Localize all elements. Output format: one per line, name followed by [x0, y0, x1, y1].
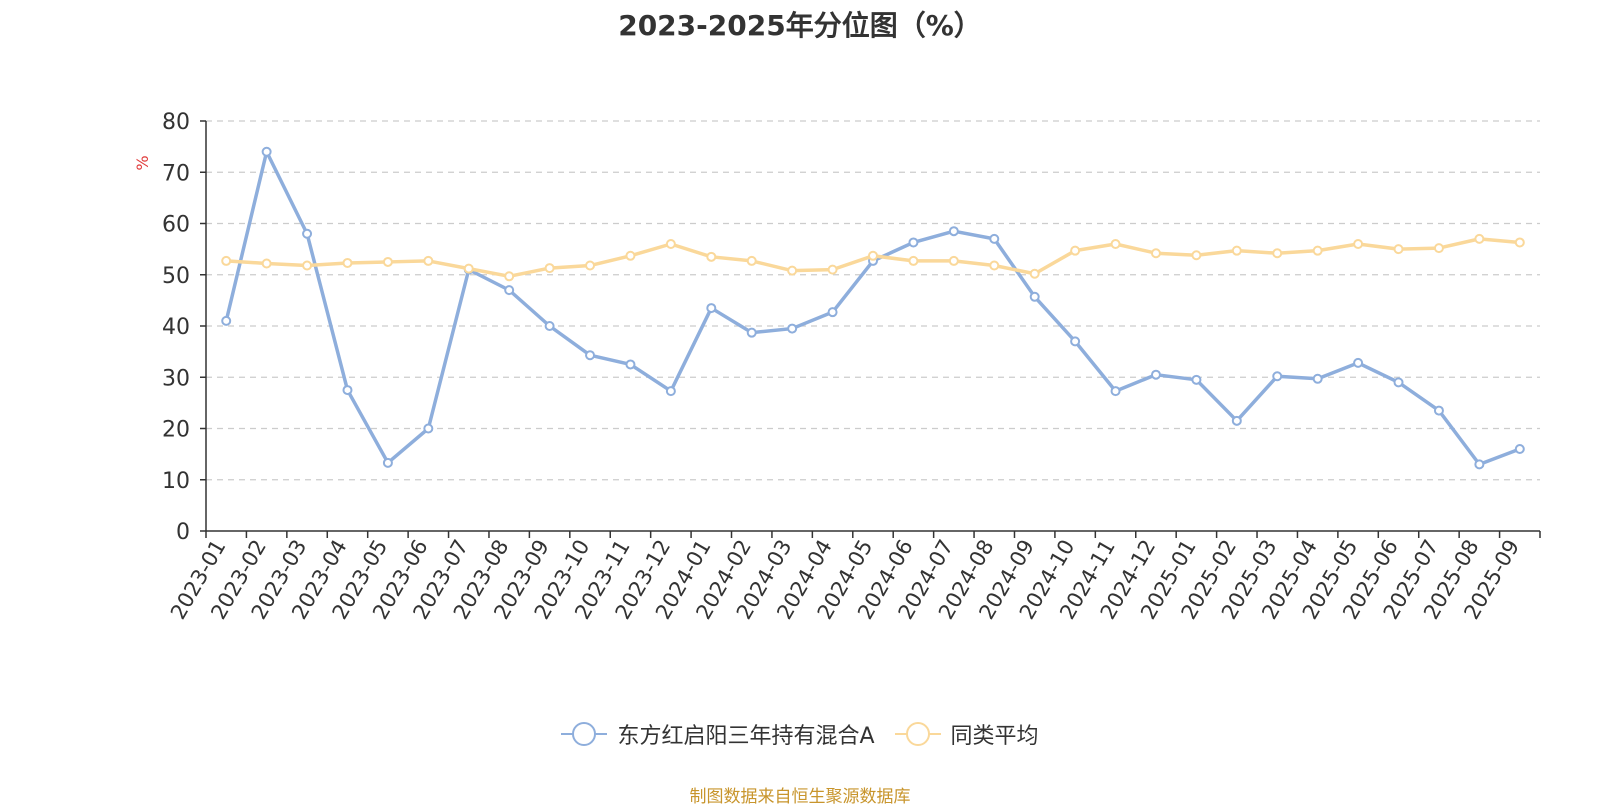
data-point-series-1[interactable] — [544, 263, 555, 274]
data-point-series-1[interactable] — [1474, 233, 1485, 244]
axes — [200, 120, 1541, 538]
data-point-series-0[interactable] — [787, 323, 798, 334]
y-tick-label: 50 — [162, 264, 190, 289]
data-point-series-0[interactable] — [1272, 371, 1283, 382]
data-point-series-0[interactable] — [1433, 405, 1444, 416]
legend-item-fund[interactable]: 东方红启阳三年持有混合A — [561, 718, 875, 750]
y-tick-label: 30 — [162, 366, 190, 391]
data-point-series-1[interactable] — [1231, 245, 1242, 256]
data-source-note: 制图数据来自恒生聚源数据库 — [689, 787, 911, 807]
y-tick-label: 60 — [162, 213, 190, 238]
data-point-series-0[interactable] — [706, 303, 717, 314]
data-point-series-0[interactable] — [1474, 459, 1485, 470]
data-point-series-0[interactable] — [1029, 291, 1040, 302]
data-point-series-1[interactable] — [868, 250, 878, 261]
data-point-series-0[interactable] — [625, 359, 636, 370]
data-point-series-1[interactable] — [1514, 237, 1525, 248]
data-point-series-1[interactable] — [908, 255, 919, 266]
chart-title: 2023-2025年分位图（%） — [618, 9, 982, 42]
y-tick-label: 70 — [162, 161, 190, 186]
data-point-series-1[interactable] — [787, 265, 798, 276]
data-point-series-0[interactable] — [1353, 357, 1364, 368]
legend-label-category-average: 同类平均 — [950, 724, 1039, 749]
data-point-series-1[interactable] — [665, 239, 676, 249]
y-tick-label: 40 — [162, 315, 190, 340]
data-point-series-1[interactable] — [342, 257, 353, 268]
data-point-series-1[interactable] — [585, 260, 596, 271]
data-point-series-1[interactable] — [221, 255, 232, 266]
data-point-series-1[interactable] — [1433, 243, 1444, 254]
y-tick-label: 0 — [176, 520, 190, 545]
data-point-series-0[interactable] — [1312, 373, 1323, 384]
data-point-series-0[interactable] — [221, 315, 232, 326]
data-point-series-1[interactable] — [1070, 245, 1081, 256]
data-point-series-0[interactable] — [1110, 386, 1121, 397]
legend-item-category-average[interactable]: 同类平均 — [894, 718, 1039, 750]
data-point-series-0[interactable] — [1191, 374, 1202, 385]
data-point-series-1[interactable] — [463, 263, 474, 274]
data-point-series-0[interactable] — [1514, 444, 1525, 454]
data-point-series-0[interactable] — [302, 228, 313, 239]
legend-marker-fund — [561, 722, 608, 746]
data-point-series-0[interactable] — [989, 233, 1000, 244]
y-tick-labels: 0 10 20 30 40 50 60 70 80 — [162, 110, 190, 545]
data-point-series-1[interactable] — [948, 255, 959, 266]
data-point-series-0[interactable] — [908, 237, 919, 248]
grid-lines — [206, 120, 1540, 481]
series-line-0 — [224, 150, 1521, 467]
data-point-series-1[interactable] — [827, 264, 838, 275]
data-point-series-1[interactable] — [989, 260, 1000, 271]
y-tick-label: 80 — [162, 110, 190, 135]
data-point-series-0[interactable] — [423, 423, 434, 434]
data-point-series-0[interactable] — [1150, 369, 1161, 380]
data-point-series-0[interactable] — [585, 350, 596, 361]
data-point-series-1[interactable] — [1312, 245, 1323, 256]
data-point-series-1[interactable] — [382, 256, 393, 267]
data-point-series-1[interactable] — [625, 250, 636, 261]
data-point-series-1[interactable] — [1191, 250, 1202, 261]
data-point-series-1[interactable] — [1272, 248, 1283, 259]
series-layer — [221, 146, 1525, 470]
data-point-series-0[interactable] — [1231, 415, 1242, 426]
data-point-series-0[interactable] — [342, 385, 353, 396]
data-point-series-1[interactable] — [1029, 268, 1040, 279]
data-point-series-1[interactable] — [302, 260, 313, 271]
legend-marker-category-average — [894, 722, 941, 746]
data-point-series-0[interactable] — [827, 307, 838, 318]
data-point-series-1[interactable] — [1110, 239, 1121, 249]
x-tick-labels: 2023-012023-022023-032023-042023-052023-… — [166, 536, 1524, 624]
data-point-series-1[interactable] — [261, 258, 272, 269]
legend: 东方红启阳三年持有混合A 同类平均 — [0, 718, 1600, 750]
data-point-series-1[interactable] — [1393, 244, 1404, 255]
data-point-series-1[interactable] — [1353, 239, 1364, 249]
data-point-series-1[interactable] — [746, 255, 757, 266]
data-point-series-1[interactable] — [504, 271, 515, 282]
data-point-series-1[interactable] — [1150, 248, 1161, 259]
legend-label-fund: 东方红启阳三年持有混合A — [617, 724, 875, 749]
data-point-series-0[interactable] — [665, 386, 676, 397]
data-point-series-1[interactable] — [423, 255, 434, 266]
data-point-series-0[interactable] — [1393, 377, 1404, 388]
data-point-series-0[interactable] — [382, 457, 393, 468]
y-axis-label: % — [133, 155, 152, 170]
data-point-series-0[interactable] — [261, 146, 272, 157]
data-point-series-0[interactable] — [544, 321, 555, 331]
y-tick-label: 20 — [162, 418, 190, 443]
data-point-series-1[interactable] — [706, 251, 717, 262]
data-point-series-0[interactable] — [948, 226, 959, 237]
data-point-series-0[interactable] — [504, 285, 515, 296]
y-tick-label: 10 — [162, 469, 190, 494]
data-point-series-0[interactable] — [1070, 336, 1081, 347]
data-point-series-0[interactable] — [746, 327, 757, 338]
